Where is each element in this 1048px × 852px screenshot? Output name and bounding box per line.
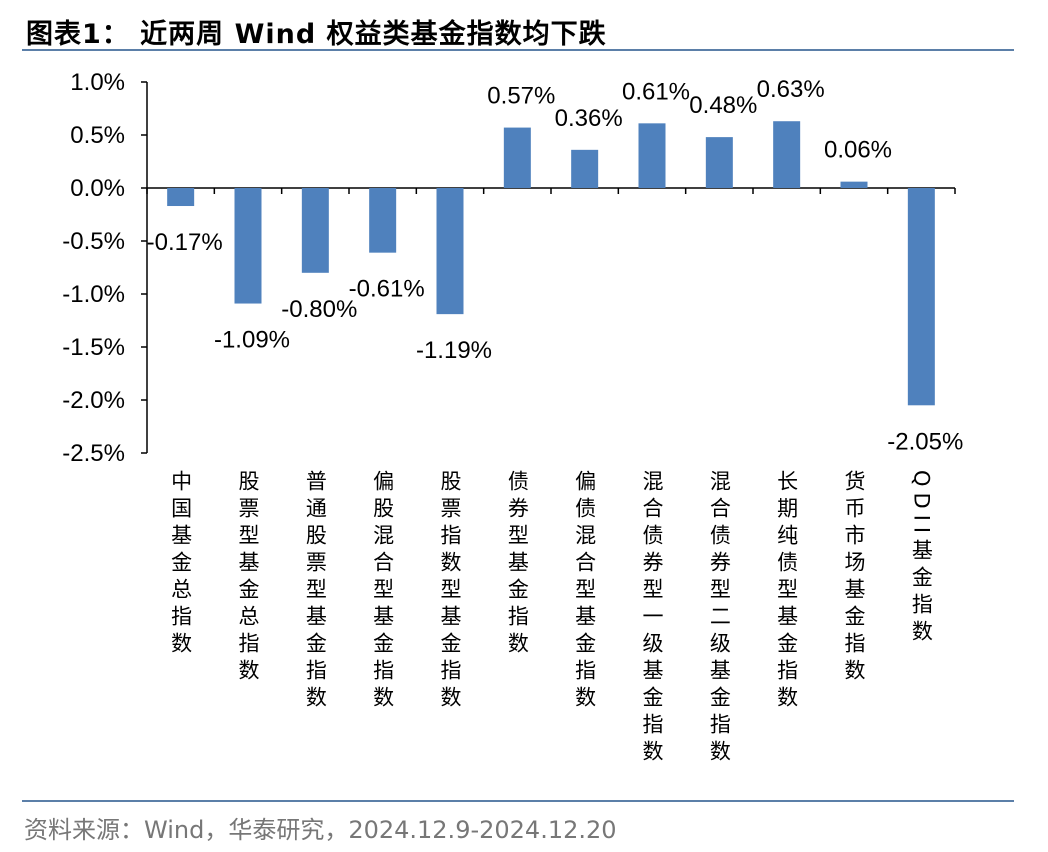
- x-tick-label: 普通股票型基金指数: [303, 470, 328, 713]
- bar: [907, 188, 935, 406]
- footer-divider: [22, 800, 1014, 802]
- y-tick-label: -2.5%: [62, 440, 125, 467]
- data-label: -1.09%: [214, 327, 290, 354]
- bar: [234, 188, 262, 304]
- data-label: -0.61%: [349, 276, 425, 303]
- x-tick-label: QDII基金指数: [909, 470, 934, 648]
- data-label: 0.06%: [824, 137, 892, 164]
- bar: [773, 121, 801, 188]
- y-tick-label: -2.0%: [62, 387, 125, 414]
- chart-title: 图表1： 近两周 Wind 权益类基金指数均下跌: [26, 19, 607, 50]
- bar: [503, 127, 531, 188]
- y-tick-label: -1.5%: [62, 334, 125, 361]
- data-label: -2.05%: [887, 428, 963, 455]
- bar: [436, 188, 464, 315]
- bar: [369, 188, 397, 253]
- y-tick-label: 0.5%: [70, 122, 125, 149]
- x-tick-label: 偏股混合型基金指数: [370, 470, 395, 713]
- x-tick-label: 偏债混合型基金指数: [572, 470, 597, 713]
- bar: [167, 188, 195, 207]
- x-tick-label: 股票指数型基金指数: [438, 470, 462, 713]
- bar: [571, 149, 599, 188]
- y-tick-label: -1.0%: [62, 281, 125, 308]
- title-divider: [22, 49, 1014, 51]
- x-tick-label: 货币市场基金指数: [842, 470, 866, 686]
- y-tick-label: 1.0%: [70, 69, 125, 96]
- data-label: -0.80%: [281, 296, 357, 323]
- bar: [840, 181, 868, 188]
- bar: [301, 188, 329, 273]
- y-tick-label: 0.0%: [70, 175, 125, 202]
- data-label: 0.63%: [757, 76, 825, 103]
- data-label: -1.19%: [416, 337, 492, 364]
- bar: [705, 137, 733, 188]
- data-label: 0.57%: [487, 83, 555, 110]
- x-tick-label: 混合债券型一级基金指数: [640, 470, 664, 767]
- source-note: 资料来源：Wind，华泰研究，2024.12.9-2024.12.20: [24, 816, 617, 844]
- data-label: -0.17%: [147, 229, 223, 256]
- data-label: 0.48%: [689, 92, 757, 119]
- x-tick-label: 长期纯债型基金指数: [774, 470, 799, 713]
- x-tick-label: 混合债券型二级基金指数: [707, 470, 732, 767]
- y-tick-label: -0.5%: [62, 228, 125, 255]
- bar: [638, 123, 666, 188]
- data-label: 0.61%: [622, 78, 690, 105]
- x-tick-label: 中国基金总指数: [168, 470, 193, 659]
- x-tick-label: 股票型基金总指数: [236, 470, 260, 686]
- x-tick-label: 债券型基金指数: [505, 470, 530, 659]
- data-label: 0.36%: [555, 105, 623, 132]
